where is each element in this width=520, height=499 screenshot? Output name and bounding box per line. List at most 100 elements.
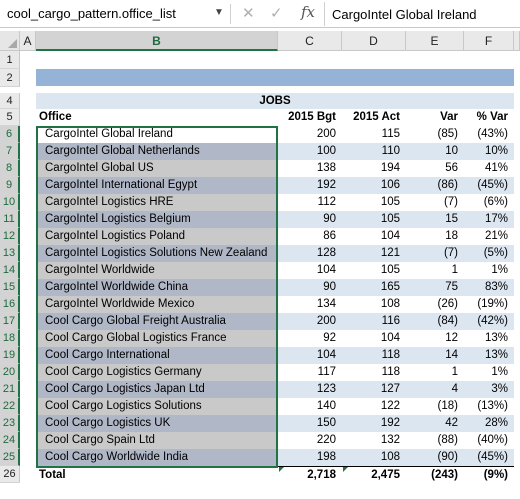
variance-cell[interactable]: (84) bbox=[406, 313, 464, 330]
office-cell[interactable]: CargoIntel Logistics Solutions New Zeala… bbox=[36, 245, 278, 262]
variance-cell[interactable]: 18 bbox=[406, 228, 464, 245]
row-header-26[interactable]: 26 bbox=[0, 466, 20, 483]
budget-cell[interactable]: 150 bbox=[278, 415, 342, 432]
variance-cell[interactable]: 12 bbox=[406, 330, 464, 347]
row-header-11[interactable]: 11 bbox=[0, 211, 20, 228]
percent-variance-cell[interactable]: 21% bbox=[464, 228, 514, 245]
office-cell[interactable]: CargoIntel Logistics Poland bbox=[36, 228, 278, 245]
budget-cell[interactable]: 104 bbox=[278, 262, 342, 279]
budget-cell[interactable]: 90 bbox=[278, 211, 342, 228]
budget-cell[interactable]: 90 bbox=[278, 279, 342, 296]
actual-cell[interactable]: 104 bbox=[342, 330, 406, 347]
budget-cell[interactable]: 92 bbox=[278, 330, 342, 347]
actual-cell[interactable]: 105 bbox=[342, 262, 406, 279]
row-header-7[interactable]: 7 bbox=[0, 143, 20, 160]
row-header-10[interactable]: 10 bbox=[0, 194, 20, 211]
row-header-22[interactable]: 22 bbox=[0, 398, 20, 415]
percent-variance-cell[interactable]: 13% bbox=[464, 347, 514, 364]
column-header-f[interactable]: F bbox=[464, 31, 514, 51]
office-cell[interactable]: Cool Cargo Global Logistics France bbox=[36, 330, 278, 347]
column-header-b[interactable]: B bbox=[36, 31, 278, 51]
actual-cell[interactable]: 106 bbox=[342, 177, 406, 194]
variance-cell[interactable]: (7) bbox=[406, 194, 464, 211]
row-header-20[interactable]: 20 bbox=[0, 364, 20, 381]
actual-cell[interactable]: 118 bbox=[342, 364, 406, 381]
actual-cell[interactable]: 108 bbox=[342, 449, 406, 466]
budget-cell[interactable]: 104 bbox=[278, 347, 342, 364]
variance-cell[interactable]: 4 bbox=[406, 381, 464, 398]
row-header-25[interactable]: 25 bbox=[0, 449, 20, 466]
budget-cell[interactable]: 140 bbox=[278, 398, 342, 415]
total-percent-variance[interactable]: (9%) bbox=[483, 469, 508, 481]
percent-variance-cell[interactable]: (42%) bbox=[464, 313, 514, 330]
variance-cell[interactable]: (7) bbox=[406, 245, 464, 262]
percent-variance-cell[interactable]: (19%) bbox=[464, 296, 514, 313]
row-header-15[interactable]: 15 bbox=[0, 279, 20, 296]
row-header-19[interactable]: 19 bbox=[0, 347, 20, 364]
budget-cell[interactable]: 100 bbox=[278, 143, 342, 160]
office-cell[interactable]: CargoIntel Global Ireland bbox=[36, 126, 278, 143]
actual-cell[interactable]: 132 bbox=[342, 432, 406, 449]
enter-icon[interactable]: ✓ bbox=[270, 5, 283, 22]
row-header-5[interactable]: 5 bbox=[0, 109, 20, 126]
column-header-a[interactable]: A bbox=[20, 31, 36, 51]
column-header-e[interactable]: E bbox=[406, 31, 464, 51]
row-header-12[interactable]: 12 bbox=[0, 228, 20, 245]
total-budget[interactable]: 2,718 bbox=[307, 469, 336, 481]
percent-variance-cell[interactable]: (40%) bbox=[464, 432, 514, 449]
budget-cell[interactable]: 200 bbox=[278, 313, 342, 330]
variance-cell[interactable]: (86) bbox=[406, 177, 464, 194]
budget-cell[interactable]: 198 bbox=[278, 449, 342, 466]
row-header-1[interactable]: 1 bbox=[0, 51, 20, 69]
actual-cell[interactable]: 115 bbox=[342, 126, 406, 143]
variance-cell[interactable]: (90) bbox=[406, 449, 464, 466]
percent-variance-cell[interactable]: 3% bbox=[464, 381, 514, 398]
variance-cell[interactable]: (18) bbox=[406, 398, 464, 415]
row-header-16[interactable]: 16 bbox=[0, 296, 20, 313]
actual-cell[interactable]: 104 bbox=[342, 228, 406, 245]
variance-cell[interactable]: 1 bbox=[406, 262, 464, 279]
office-cell[interactable]: Cool Cargo Logistics Germany bbox=[36, 364, 278, 381]
variance-cell[interactable]: 1 bbox=[406, 364, 464, 381]
total-actual[interactable]: 2,475 bbox=[371, 469, 400, 481]
office-cell[interactable]: CargoIntel Global Netherlands bbox=[36, 143, 278, 160]
header-office[interactable]: Office bbox=[39, 111, 72, 123]
variance-cell[interactable]: (85) bbox=[406, 126, 464, 143]
variance-cell[interactable]: 42 bbox=[406, 415, 464, 432]
percent-variance-cell[interactable]: 10% bbox=[464, 143, 514, 160]
office-cell[interactable]: CargoIntel Global US bbox=[36, 160, 278, 177]
office-cell[interactable]: Cool Cargo Logistics Solutions bbox=[36, 398, 278, 415]
actual-cell[interactable]: 108 bbox=[342, 296, 406, 313]
variance-cell[interactable]: (26) bbox=[406, 296, 464, 313]
column-header-d[interactable]: D bbox=[342, 31, 406, 51]
row-header-9[interactable]: 9 bbox=[0, 177, 20, 194]
error-indicator-icon[interactable] bbox=[279, 467, 284, 472]
title-band[interactable] bbox=[36, 69, 514, 86]
header-budget[interactable]: 2015 Bgt bbox=[288, 111, 336, 123]
actual-cell[interactable]: 105 bbox=[342, 211, 406, 228]
office-cell[interactable]: Cool Cargo Logistics Japan Ltd bbox=[36, 381, 278, 398]
office-cell[interactable]: Cool Cargo International bbox=[36, 347, 278, 364]
variance-cell[interactable]: 10 bbox=[406, 143, 464, 160]
percent-variance-cell[interactable]: (5%) bbox=[464, 245, 514, 262]
percent-variance-cell[interactable]: 1% bbox=[464, 364, 514, 381]
variance-cell[interactable]: 15 bbox=[406, 211, 464, 228]
actual-cell[interactable]: 121 bbox=[342, 245, 406, 262]
total-label[interactable]: Total bbox=[39, 469, 66, 481]
budget-cell[interactable]: 134 bbox=[278, 296, 342, 313]
percent-variance-cell[interactable]: 28% bbox=[464, 415, 514, 432]
actual-cell[interactable]: 105 bbox=[342, 194, 406, 211]
percent-variance-cell[interactable]: (45%) bbox=[464, 449, 514, 466]
office-cell[interactable]: CargoIntel Logistics HRE bbox=[36, 194, 278, 211]
row-header-14[interactable]: 14 bbox=[0, 262, 20, 279]
header-actual[interactable]: 2015 Act bbox=[353, 111, 400, 123]
office-cell[interactable]: CargoIntel International Egypt bbox=[36, 177, 278, 194]
percent-variance-cell[interactable]: 1% bbox=[464, 262, 514, 279]
office-cell[interactable]: Cool Cargo Global Freight Australia bbox=[36, 313, 278, 330]
budget-cell[interactable]: 112 bbox=[278, 194, 342, 211]
actual-cell[interactable]: 127 bbox=[342, 381, 406, 398]
percent-variance-cell[interactable]: 83% bbox=[464, 279, 514, 296]
row-header-24[interactable]: 24 bbox=[0, 432, 20, 449]
cancel-icon[interactable]: ✕ bbox=[242, 5, 255, 22]
select-all-corner[interactable] bbox=[0, 31, 20, 51]
